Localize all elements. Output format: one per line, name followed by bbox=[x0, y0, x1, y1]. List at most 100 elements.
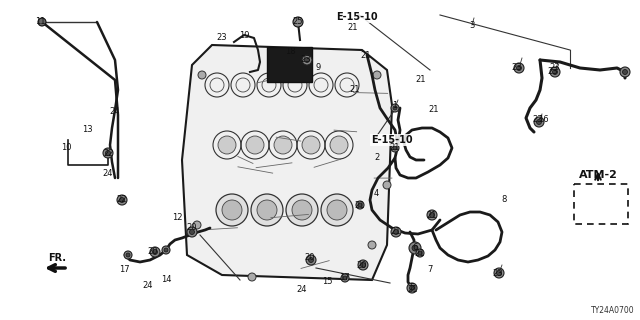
Circle shape bbox=[198, 71, 206, 79]
Text: TY24A0700: TY24A0700 bbox=[591, 306, 635, 315]
Text: 23: 23 bbox=[301, 55, 311, 65]
Text: 14: 14 bbox=[161, 276, 172, 284]
Text: 6: 6 bbox=[412, 244, 418, 252]
Circle shape bbox=[222, 200, 242, 220]
Text: 24: 24 bbox=[143, 281, 153, 290]
Text: 7: 7 bbox=[428, 266, 433, 275]
Circle shape bbox=[126, 253, 130, 257]
Text: 24: 24 bbox=[109, 108, 120, 116]
Circle shape bbox=[150, 247, 160, 257]
Text: 23: 23 bbox=[493, 268, 503, 277]
Circle shape bbox=[393, 146, 397, 150]
Circle shape bbox=[514, 63, 524, 73]
Text: 13: 13 bbox=[82, 125, 92, 134]
Circle shape bbox=[623, 69, 627, 75]
Circle shape bbox=[516, 66, 522, 70]
Text: 9: 9 bbox=[316, 63, 321, 73]
Text: 21: 21 bbox=[390, 142, 400, 151]
Text: 12: 12 bbox=[172, 213, 182, 222]
Circle shape bbox=[552, 69, 557, 75]
Text: 21: 21 bbox=[408, 285, 419, 294]
Circle shape bbox=[164, 248, 168, 252]
Text: 5: 5 bbox=[410, 284, 415, 292]
Circle shape bbox=[391, 227, 401, 237]
Circle shape bbox=[393, 106, 397, 110]
Circle shape bbox=[356, 201, 364, 209]
Circle shape bbox=[187, 227, 197, 237]
Circle shape bbox=[391, 144, 399, 152]
Text: 24: 24 bbox=[103, 169, 113, 178]
Text: 20: 20 bbox=[187, 222, 197, 231]
Circle shape bbox=[257, 200, 277, 220]
Text: 21: 21 bbox=[416, 76, 426, 84]
Text: 21: 21 bbox=[348, 23, 358, 33]
Text: 21: 21 bbox=[415, 249, 425, 258]
Circle shape bbox=[106, 150, 111, 156]
Text: 22: 22 bbox=[116, 196, 127, 204]
Text: 21: 21 bbox=[361, 51, 371, 60]
Text: ATM-2: ATM-2 bbox=[579, 170, 618, 180]
Circle shape bbox=[412, 245, 418, 251]
Circle shape bbox=[360, 262, 365, 268]
Text: 19: 19 bbox=[239, 30, 249, 39]
Text: 8: 8 bbox=[501, 196, 507, 204]
Circle shape bbox=[216, 194, 248, 226]
Circle shape bbox=[358, 260, 368, 270]
Text: 20: 20 bbox=[305, 253, 316, 262]
Circle shape bbox=[407, 283, 417, 293]
Text: 20: 20 bbox=[356, 260, 367, 269]
Text: 18: 18 bbox=[285, 47, 295, 57]
Circle shape bbox=[124, 251, 132, 259]
Text: 21: 21 bbox=[391, 228, 401, 236]
Circle shape bbox=[38, 18, 46, 26]
Text: 15: 15 bbox=[322, 277, 332, 286]
Circle shape bbox=[251, 194, 283, 226]
Circle shape bbox=[292, 200, 312, 220]
Circle shape bbox=[427, 210, 437, 220]
Circle shape bbox=[246, 136, 264, 154]
Circle shape bbox=[306, 255, 316, 265]
Text: E-15-10: E-15-10 bbox=[336, 12, 378, 22]
Circle shape bbox=[536, 119, 541, 124]
Text: 16: 16 bbox=[538, 116, 548, 124]
Text: 23: 23 bbox=[512, 63, 522, 73]
Text: 25: 25 bbox=[292, 18, 303, 27]
Circle shape bbox=[305, 58, 310, 62]
Circle shape bbox=[343, 276, 347, 280]
Circle shape bbox=[218, 136, 236, 154]
Circle shape bbox=[534, 117, 544, 127]
Circle shape bbox=[120, 197, 125, 203]
Text: 21: 21 bbox=[427, 211, 437, 220]
Circle shape bbox=[410, 285, 415, 291]
Circle shape bbox=[497, 270, 502, 276]
Circle shape bbox=[302, 55, 312, 65]
Text: 20: 20 bbox=[148, 247, 158, 257]
Circle shape bbox=[418, 251, 422, 255]
Circle shape bbox=[274, 136, 292, 154]
Circle shape bbox=[327, 200, 347, 220]
Circle shape bbox=[550, 67, 560, 77]
Circle shape bbox=[416, 249, 424, 257]
Circle shape bbox=[368, 241, 376, 249]
Circle shape bbox=[330, 136, 348, 154]
Text: FR.: FR. bbox=[48, 253, 66, 263]
Circle shape bbox=[494, 268, 504, 278]
Text: 1: 1 bbox=[392, 101, 397, 110]
Text: 3: 3 bbox=[469, 20, 475, 29]
Circle shape bbox=[358, 203, 362, 207]
Circle shape bbox=[308, 258, 314, 262]
Circle shape bbox=[321, 194, 353, 226]
Circle shape bbox=[293, 17, 303, 27]
Text: 10: 10 bbox=[61, 143, 71, 153]
Text: 17: 17 bbox=[339, 274, 349, 283]
Circle shape bbox=[286, 194, 318, 226]
Text: 23: 23 bbox=[217, 34, 227, 43]
Circle shape bbox=[391, 104, 399, 112]
Circle shape bbox=[341, 274, 349, 282]
Text: 23: 23 bbox=[550, 63, 560, 73]
Text: 21: 21 bbox=[349, 85, 360, 94]
Text: 2: 2 bbox=[374, 154, 380, 163]
Circle shape bbox=[373, 71, 381, 79]
Text: 24: 24 bbox=[297, 285, 307, 294]
Text: 17: 17 bbox=[118, 266, 129, 275]
